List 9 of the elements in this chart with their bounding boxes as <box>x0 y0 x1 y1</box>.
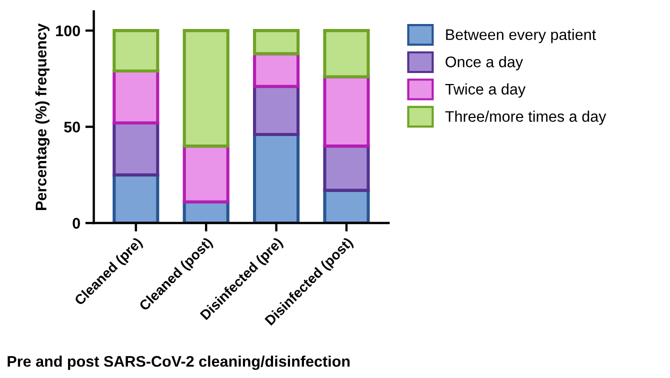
x-axis-title: Pre and post SARS-CoV-2 cleaning/disinfection <box>8 356 350 370</box>
legend-label: Between every patient <box>446 28 596 44</box>
legend-label: Three/more times a day <box>445 110 606 125</box>
legend-label: Twice a day <box>445 83 526 98</box>
legend-label: Once a day <box>446 56 524 70</box>
y-tick-label: 50 <box>64 122 80 132</box>
y-tick-label: 0 <box>72 218 80 229</box>
y-axis-title: Percentage (%) frequency <box>35 23 50 210</box>
y-tick-label: 100 <box>56 25 80 36</box>
